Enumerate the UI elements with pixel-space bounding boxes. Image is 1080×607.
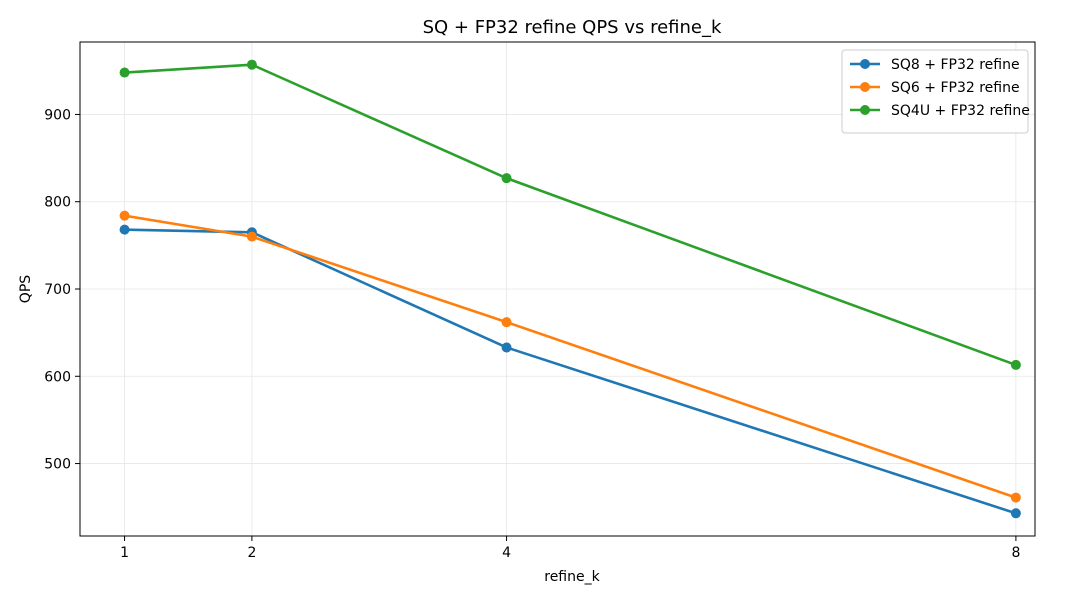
- data-point: [119, 67, 130, 78]
- legend-marker: [860, 82, 870, 92]
- y-tick-label: 800: [44, 195, 71, 211]
- data-point: [1010, 508, 1021, 519]
- legend-marker: [860, 105, 870, 115]
- x-tick-label: 2: [247, 545, 256, 561]
- legend-label: SQ6 + FP32 refine: [891, 80, 1020, 96]
- y-tick-label: 900: [44, 107, 71, 123]
- y-axis-label: QPS: [18, 275, 34, 303]
- data-point: [246, 59, 257, 70]
- legend: SQ8 + FP32 refine SQ6 + FP32 refine SQ4U +…: [841, 49, 1030, 134]
- legend-box: [841, 49, 1029, 134]
- y-tick-label: 700: [44, 282, 71, 298]
- legend-label: SQ8 + FP32 refine: [891, 57, 1020, 73]
- y-tick-label: 500: [44, 457, 71, 473]
- legend-label: SQ4U + FP32 refine: [891, 103, 1030, 119]
- series-line-1: [124, 228, 1017, 515]
- x-tick-label: 4: [502, 545, 511, 561]
- data-point: [119, 210, 130, 221]
- data-point: [501, 173, 512, 184]
- legend-marker: [860, 59, 870, 69]
- data-point: [246, 231, 257, 242]
- chart-title: SQ + FP32 refine QPS vs refine_k: [423, 17, 722, 38]
- x-tick-label: 8: [1011, 545, 1020, 561]
- data-point: [119, 224, 130, 235]
- data-point: [1010, 492, 1021, 503]
- series-group: [119, 59, 1021, 519]
- x-axis: 1 2 4 8: [120, 536, 1020, 561]
- x-tick-label: 1: [120, 545, 129, 561]
- y-axis: 500 600 700 800 900: [44, 107, 80, 473]
- y-tick-label: 600: [44, 369, 71, 385]
- data-point: [1010, 359, 1021, 370]
- data-point: [501, 317, 512, 328]
- x-axis-label: refine_k: [544, 569, 600, 585]
- data-point: [501, 342, 512, 353]
- series-line-2: [124, 214, 1017, 499]
- series-line-3: [124, 63, 1017, 367]
